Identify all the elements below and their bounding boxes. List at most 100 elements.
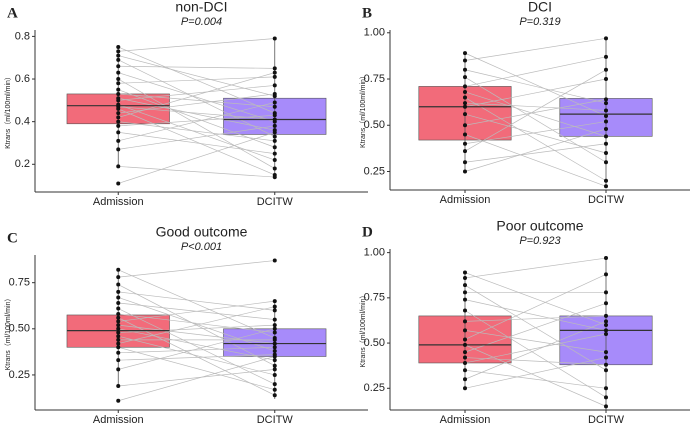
pair-line bbox=[464, 272, 607, 326]
point bbox=[116, 358, 121, 363]
y-tick-label: 0.25 bbox=[364, 165, 385, 177]
point bbox=[604, 332, 608, 337]
y-axis-label: Ktrans（ml/100ml/min） bbox=[359, 72, 367, 148]
pair-line bbox=[118, 102, 275, 142]
pair-line bbox=[464, 76, 607, 163]
point bbox=[116, 326, 121, 331]
point bbox=[116, 115, 121, 120]
pair-line bbox=[464, 56, 607, 87]
point bbox=[604, 134, 608, 139]
point bbox=[604, 256, 608, 261]
point bbox=[272, 117, 277, 122]
point bbox=[604, 395, 608, 400]
point bbox=[272, 382, 277, 387]
point bbox=[116, 330, 121, 335]
point bbox=[272, 387, 277, 392]
point bbox=[463, 51, 467, 56]
point bbox=[272, 83, 277, 88]
pair-line bbox=[118, 308, 275, 385]
point bbox=[604, 350, 608, 355]
pair-line bbox=[118, 369, 275, 387]
x-tick-label: Admission bbox=[93, 414, 144, 426]
point bbox=[116, 350, 121, 355]
point bbox=[116, 334, 121, 339]
x-tick-label: DCITW bbox=[588, 414, 625, 426]
pair-line bbox=[118, 260, 275, 278]
panel-letter: D bbox=[362, 224, 373, 240]
point bbox=[604, 151, 608, 156]
point bbox=[463, 328, 467, 333]
pair-line bbox=[118, 55, 275, 97]
point bbox=[116, 64, 121, 69]
pair-line bbox=[464, 330, 607, 353]
point bbox=[272, 326, 277, 331]
panel-title: Poor outcome bbox=[496, 218, 583, 234]
panel-letter: A bbox=[7, 5, 18, 21]
pair-line bbox=[118, 59, 275, 137]
pair-line bbox=[464, 321, 607, 380]
point bbox=[272, 66, 277, 71]
point bbox=[272, 358, 277, 363]
pair-line bbox=[118, 108, 275, 176]
pair-line bbox=[464, 99, 607, 126]
point bbox=[272, 91, 277, 96]
x-tick-label: DCITW bbox=[588, 194, 625, 206]
pair-line bbox=[464, 274, 607, 340]
point bbox=[272, 304, 277, 309]
y-axis-label: Ktrans（ml/100ml/min） bbox=[4, 295, 12, 371]
point bbox=[116, 267, 121, 272]
pair-line bbox=[464, 69, 607, 152]
point bbox=[272, 372, 277, 377]
point bbox=[604, 355, 608, 360]
pair-line bbox=[118, 166, 275, 178]
point bbox=[463, 342, 467, 347]
p-value: P=0.004 bbox=[181, 16, 222, 28]
point bbox=[604, 77, 608, 82]
point bbox=[463, 283, 467, 288]
point bbox=[604, 386, 608, 391]
pair-line bbox=[118, 106, 275, 120]
point bbox=[116, 45, 121, 50]
point bbox=[272, 100, 277, 105]
point bbox=[272, 175, 277, 180]
pair-line bbox=[118, 324, 275, 333]
pair-line bbox=[464, 344, 607, 407]
point bbox=[116, 282, 121, 287]
point bbox=[604, 101, 608, 106]
y-tick-label: 0.75 bbox=[364, 73, 385, 85]
point bbox=[463, 355, 467, 360]
point bbox=[116, 123, 121, 128]
point bbox=[463, 84, 467, 89]
y-tick-label: 0.6 bbox=[15, 73, 30, 85]
point bbox=[272, 258, 277, 263]
point bbox=[604, 119, 608, 124]
point bbox=[116, 70, 121, 75]
pair-line bbox=[118, 306, 275, 344]
point bbox=[272, 104, 277, 109]
point bbox=[116, 345, 121, 350]
pair-line bbox=[464, 310, 607, 398]
point bbox=[604, 108, 608, 113]
pair-line bbox=[464, 302, 607, 353]
point bbox=[116, 315, 121, 320]
point bbox=[604, 97, 608, 102]
point bbox=[272, 70, 277, 75]
pair-line bbox=[464, 299, 607, 331]
point bbox=[604, 362, 608, 367]
pair-line bbox=[118, 328, 275, 370]
x-tick-label: Admission bbox=[440, 194, 491, 206]
pair-line bbox=[464, 315, 607, 322]
pair-line bbox=[464, 128, 607, 172]
pair-line bbox=[118, 93, 275, 108]
pair-line bbox=[118, 85, 275, 101]
point bbox=[463, 141, 467, 146]
point bbox=[116, 367, 121, 372]
point bbox=[463, 319, 467, 324]
panel-letter: B bbox=[362, 5, 372, 21]
pair-line bbox=[464, 91, 607, 137]
pair-line bbox=[464, 69, 607, 104]
pair-line bbox=[118, 346, 275, 391]
pair-line bbox=[464, 357, 607, 366]
pair-line bbox=[118, 291, 275, 311]
point bbox=[463, 368, 467, 373]
